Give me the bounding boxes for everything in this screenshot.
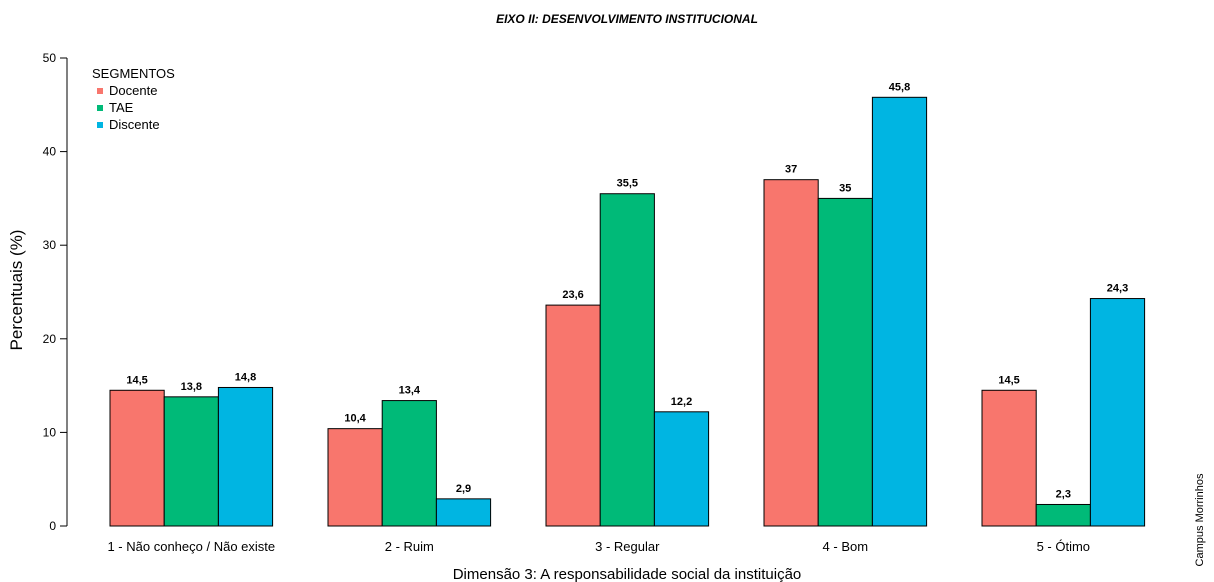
- bars: 14,5 13,8 14,8 10,4 13,4 2,9 23,6 35,5 12,2 37 35 4…: [109, 81, 1146, 527]
- data-label: 45,8: [889, 81, 910, 93]
- data-label: 2,9: [456, 483, 471, 495]
- data-label: 13,4: [399, 385, 421, 397]
- bar-discente-2: [435, 498, 492, 527]
- y-axis: 0 10 20 30 40 50: [43, 51, 68, 533]
- y-tick-label: 0: [49, 519, 56, 533]
- data-label: 10,4: [344, 413, 366, 425]
- bar-docente-5: [981, 389, 1037, 527]
- y-axis-label: Percentuais (%): [7, 230, 26, 351]
- y-tick-label: 20: [43, 332, 57, 346]
- x-axis-categories: 1 - Não conheço / Não existe 2 - Ruim 3 - …: [107, 539, 1090, 554]
- bar-docente-3: [545, 304, 601, 527]
- y-tick-label: 10: [43, 425, 57, 439]
- chart-title: EIXO II: DESENVOLVIMENTO INSTITUCIONAL: [496, 12, 758, 26]
- legend-entry: Docente: [109, 83, 157, 98]
- y-tick-label: 50: [43, 51, 57, 65]
- data-label: 14,5: [998, 374, 1019, 386]
- data-label: 35,5: [617, 178, 638, 190]
- legend: SEGMENTOS Docente TAE Discente: [92, 66, 175, 132]
- legend-title: SEGMENTOS: [92, 66, 175, 81]
- bar-discente-5: [1089, 298, 1146, 527]
- y-tick-label: 40: [43, 145, 57, 159]
- legend-swatch-discente: [97, 122, 103, 128]
- x-axis-label: Dimensão 3: A responsabilidade social da…: [453, 566, 802, 582]
- bar-docente-1: [109, 389, 165, 527]
- legend-swatch-tae: [97, 105, 103, 111]
- x-category-label: 4 - Bom: [823, 539, 869, 554]
- bar-tae-2: [381, 400, 437, 527]
- bar-tae-3: [599, 193, 655, 527]
- data-label: 13,8: [181, 381, 202, 393]
- data-label: 35: [839, 182, 851, 194]
- y-tick-label: 30: [43, 238, 57, 252]
- data-label: 14,5: [126, 374, 147, 386]
- x-category-label: 1 - Não conheço / Não existe: [107, 539, 275, 554]
- data-label: 37: [785, 164, 797, 176]
- data-label: 14,8: [235, 371, 256, 383]
- data-label: 24,3: [1107, 283, 1128, 295]
- data-label: 2,3: [1056, 488, 1071, 500]
- data-label: 23,6: [562, 289, 583, 301]
- bar-discente-1: [217, 386, 274, 527]
- bar-tae-1: [163, 396, 219, 527]
- bar-docente-4: [763, 179, 819, 527]
- legend-entry: TAE: [109, 100, 134, 115]
- bar-docente-2: [327, 428, 383, 527]
- bar-discente-4: [871, 96, 928, 527]
- bar-tae-5: [1035, 503, 1091, 527]
- bar-tae-4: [817, 197, 873, 527]
- x-category-label: 3 - Regular: [595, 539, 660, 554]
- data-label: 12,2: [671, 396, 692, 408]
- x-category-label: 5 - Ótimo: [1037, 539, 1090, 554]
- legend-swatch-docente: [97, 88, 103, 94]
- campus-label: Campus Morrinhos: [1194, 473, 1206, 566]
- x-category-label: 2 - Ruim: [385, 539, 434, 554]
- bar-discente-3: [653, 411, 710, 527]
- legend-entry: Discente: [109, 117, 160, 132]
